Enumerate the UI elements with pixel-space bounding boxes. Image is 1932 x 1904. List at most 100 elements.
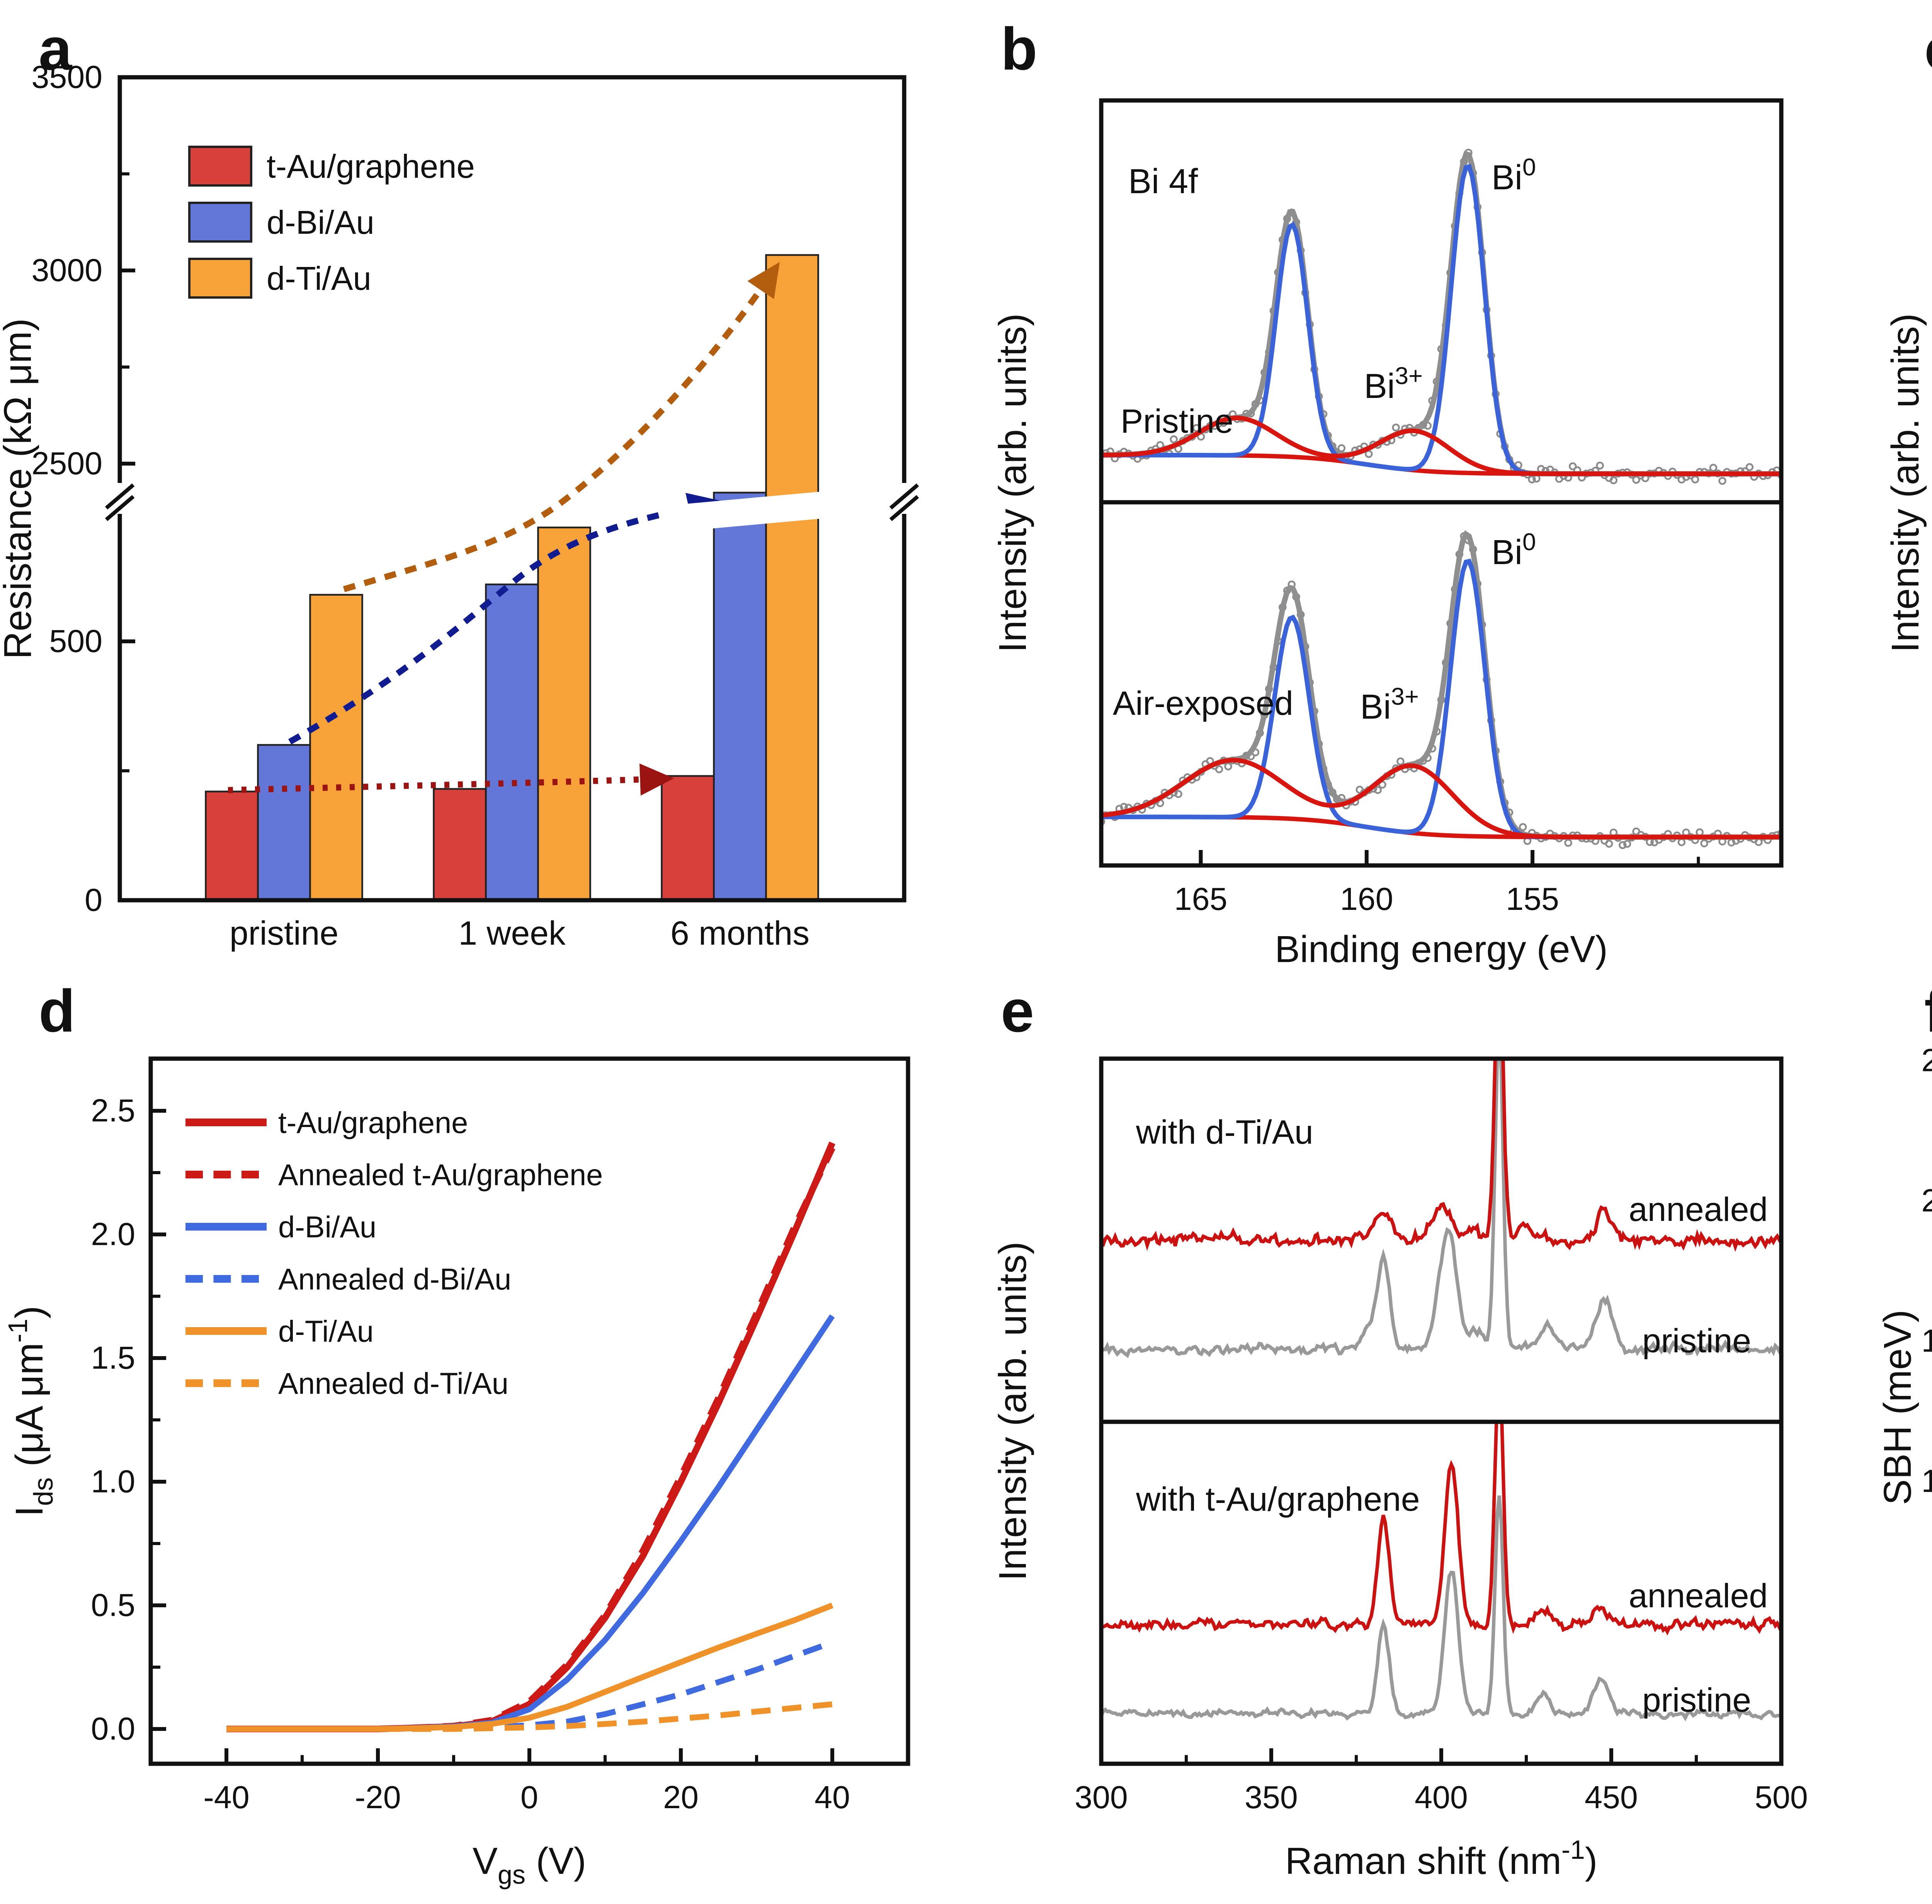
bar-d-Bi/Au-6 months <box>713 491 767 901</box>
c-ylabel: Intensity (arb. units) <box>1884 313 1927 653</box>
raman-trace-annealed <box>1103 1424 1779 1635</box>
raman-0 <box>1103 1061 1779 1358</box>
d-legend-label-d-Bi/Au: d-Bi/Au <box>278 1211 376 1244</box>
a-ytick-2500: 2500 <box>31 446 102 481</box>
panel-e: 300 350 400 450 500 Raman shift (nm-1) Intensi… <box>991 1056 1808 1882</box>
bar-d-Bi/Au-1 week <box>485 583 539 901</box>
b-sub0-name: Pristine <box>1121 402 1233 440</box>
d-ytick-1.0: 1.0 <box>91 1464 135 1499</box>
svg-text:Bi3+: Bi3+ <box>1360 683 1419 726</box>
b-xlabel: Binding energy (eV) <box>1275 928 1608 970</box>
panel-f-label: f <box>1924 978 1932 1044</box>
b-region-label: Bi 4f <box>1128 162 1198 201</box>
b-xtick-165: 165 <box>1174 881 1228 917</box>
bar-d-Ti/Au-pristine <box>309 594 363 901</box>
bar-d-Bi/Au-pristine <box>257 744 311 901</box>
bar-d-Ti/Au-1 week <box>537 526 591 901</box>
e-xtick-400: 400 <box>1415 1780 1468 1815</box>
d-ytick-1.5: 1.5 <box>91 1340 135 1376</box>
e-ylabel: Intensity (arb. units) <box>991 1241 1034 1581</box>
a-category-1 week: 1 week <box>458 914 565 952</box>
bar-t-Au/graphene-pristine <box>205 790 259 901</box>
e-xtick-300: 300 <box>1075 1780 1128 1815</box>
a-legend-label-d-Bi/Au: d-Bi/Au <box>267 204 374 241</box>
trend-arrow-d-Ti-Au <box>343 262 780 592</box>
d-legend-label-Annealed t-Au/graphene: Annealed t-Au/graphene <box>278 1159 603 1192</box>
d-ytick-2.0: 2.0 <box>91 1217 135 1252</box>
a-ytick-3500: 3500 <box>31 60 102 95</box>
svg-text:Bi0: Bi0 <box>1492 154 1536 197</box>
xps-b-1 <box>1103 530 1779 849</box>
a-legend-label-d-Ti/Au: d-Ti/Au <box>267 260 371 297</box>
a-category-6 months: 6 months <box>670 914 810 952</box>
panel-b: 165 160 155 Binding energy (eV) Intensity (a… <box>991 98 1784 970</box>
panel-e-label: e <box>1001 978 1034 1044</box>
raman-trace-pristine <box>1103 1495 1779 1722</box>
b-x-axis: 165 160 155 <box>1174 850 1700 917</box>
d-xtick--20: -20 <box>355 1780 401 1815</box>
panel-c: 470465460455450Binding energy (eV)Intens… <box>1884 313 1927 653</box>
f-ytick-120: 120 <box>1921 1464 1932 1499</box>
d-xtick-20: 20 <box>663 1780 699 1815</box>
a-legend: t-Au/graphene d-Bi/Au d-Ti/Au <box>188 146 475 299</box>
d-ytick-0.0: 0.0 <box>91 1711 135 1747</box>
e-xtick-500: 500 <box>1755 1780 1808 1815</box>
xps-background <box>1103 453 1779 476</box>
d-ytick-2.5: 2.5 <box>91 1093 135 1129</box>
d-legend-label-t-Au/graphene: t-Au/graphene <box>278 1107 468 1140</box>
e-sub0-name: with d-Ti/Au <box>1136 1113 1313 1151</box>
d-xtick--40: -40 <box>203 1780 249 1815</box>
panel-a-label: a <box>39 15 73 82</box>
a-legend-swatch-t-Au/graphene <box>188 146 252 187</box>
a-ytick-3000: 3000 <box>31 253 102 288</box>
a-ytick-500: 500 <box>49 624 102 659</box>
svg-text:pristine: pristine <box>1642 1681 1751 1719</box>
d-xlabel: Vgs (V) <box>473 1840 586 1889</box>
e-xtick-350: 350 <box>1245 1780 1298 1815</box>
d-legend: t-Au/graphene Annealed t-Au/graphene d-Bi/… <box>185 1107 603 1401</box>
trend-arrow-d-Bi-Au <box>288 493 723 745</box>
panel-c-label: c <box>1924 15 1932 82</box>
d-legend-label-Annealed d-Bi/Au: Annealed d-Bi/Au <box>278 1263 511 1296</box>
svg-text:Bi0: Bi0 <box>1492 529 1536 572</box>
e-sub1-name: with t-Au/graphene <box>1136 1480 1420 1518</box>
d-xtick-40: 40 <box>815 1780 850 1815</box>
raman-trace-pristine <box>1103 1061 1779 1358</box>
a-ytick-0: 0 <box>85 882 102 918</box>
xps-component-1 <box>1103 758 1779 840</box>
bar-d-Ti/Au-6 months <box>765 254 819 901</box>
svg-text:pristine: pristine <box>1642 1322 1751 1360</box>
b-sub1-name: Air-exposed <box>1113 684 1293 722</box>
e-xlabel: Raman shift (nm-1) <box>1285 1835 1597 1882</box>
a-legend-swatch-d-Ti/Au <box>188 258 252 299</box>
b-xtick-160: 160 <box>1340 881 1393 917</box>
d-xtick-0: 0 <box>520 1780 538 1815</box>
d-curve-Annealed d-Ti/Au <box>226 1701 833 1732</box>
panel-d: -40 -20 0 20 40 0.0 0.5 1.0 1.5 2.0 2.5 Vgs (V) Ids … <box>3 1056 910 1889</box>
f-ytick-200: 200 <box>1921 1183 1932 1219</box>
b-xtick-155: 155 <box>1506 881 1559 917</box>
a-ylabel: Resistance (kΩ μm) <box>0 318 39 660</box>
bar-t-Au/graphene-1 week <box>433 788 487 901</box>
svg-text:Bi3+: Bi3+ <box>1364 362 1423 406</box>
d-ylabel: Ids (μA μm-1) <box>3 1306 58 1517</box>
f-ytick-240: 240 <box>1921 1043 1932 1078</box>
svg-text:annealed: annealed <box>1629 1190 1768 1228</box>
trend-arrow-t-Au-graphene <box>228 763 674 796</box>
a-legend-label-t-Au/graphene: t-Au/graphene <box>267 148 475 185</box>
xps-b-0 <box>1103 148 1779 485</box>
a-category-pristine: pristine <box>230 914 338 952</box>
d-legend-label-Annealed d-Ti/Au: Annealed d-Ti/Au <box>278 1367 509 1401</box>
xps-component-1 <box>1103 415 1779 476</box>
d-legend-label-d-Ti/Au: d-Ti/Au <box>278 1315 374 1348</box>
bar-t-Au/graphene-6 months <box>661 775 715 901</box>
panel-a: 2500 3000 3500 0 500 pristine 1 week 6 months Re… <box>0 60 919 952</box>
f-ytick-160: 160 <box>1921 1323 1932 1359</box>
a-legend-swatch-d-Bi/Au <box>188 202 252 243</box>
b-ylabel: Intensity (arb. units) <box>991 313 1034 653</box>
f-ylabel: SBH (meV) <box>1876 1310 1919 1505</box>
panel-d-label: d <box>39 978 75 1044</box>
panel-b-label: b <box>1001 15 1037 82</box>
